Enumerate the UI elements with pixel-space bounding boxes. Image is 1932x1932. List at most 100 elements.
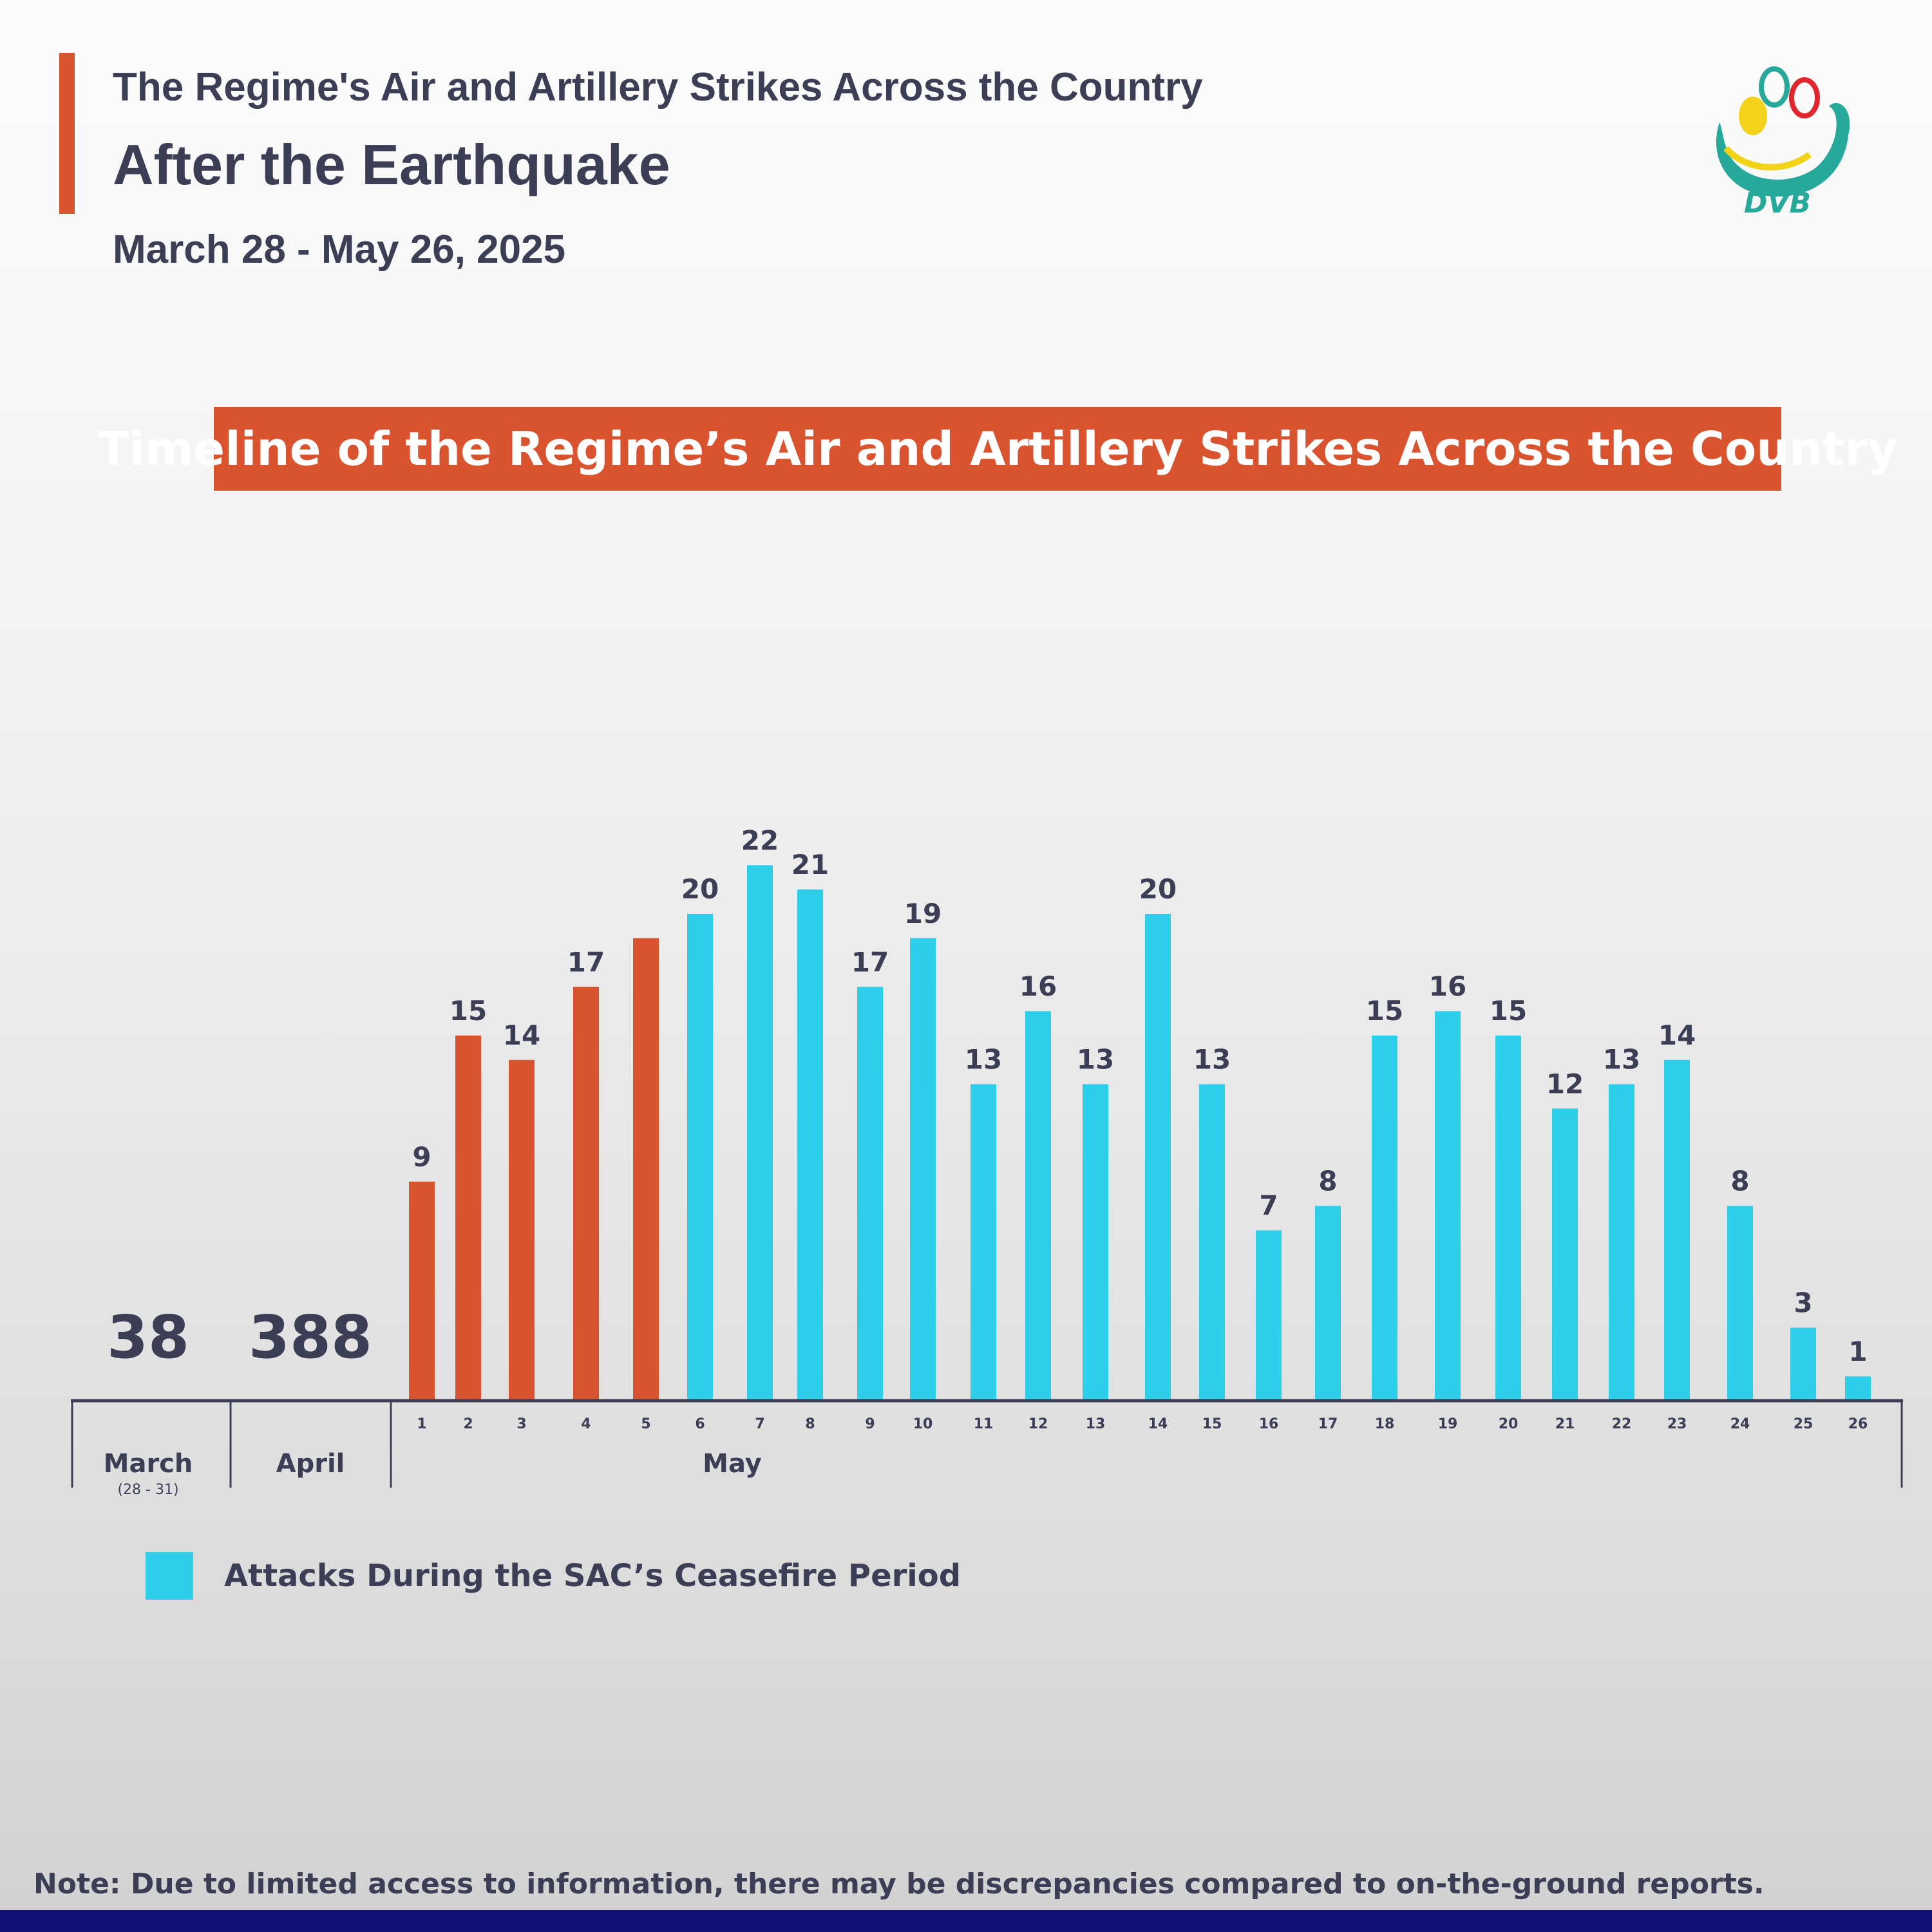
tick-label-may-14: 14	[1148, 1416, 1168, 1432]
tick-label-may-3: 3	[516, 1416, 526, 1432]
tick-label-may-24: 24	[1730, 1416, 1750, 1432]
tick-label-may-19: 19	[1438, 1416, 1458, 1432]
value-label-may-9: 17	[851, 946, 889, 978]
value-label-may-7: 22	[741, 824, 779, 856]
bar-may-3	[509, 1059, 535, 1401]
logo-yellow-figure	[1739, 97, 1767, 135]
bar-may-18	[1372, 1036, 1397, 1401]
tick-label-may-16: 16	[1259, 1416, 1279, 1432]
value-label-may-21: 12	[1546, 1068, 1584, 1099]
period-sublabel-march: (28 - 31)	[117, 1482, 178, 1498]
tick-label-may-1: 1	[417, 1416, 426, 1432]
tick-label-may-11: 11	[974, 1416, 994, 1432]
bar-may-25	[1790, 1327, 1816, 1401]
legend: Attacks During the SAC’s Ceasefire Perio…	[146, 1552, 961, 1600]
bar-may-14	[1145, 914, 1171, 1401]
tick-label-may-17: 17	[1318, 1416, 1338, 1432]
bar-may-1	[409, 1181, 435, 1401]
period-label-may: May	[703, 1449, 762, 1479]
value-label-may-3: 14	[503, 1019, 540, 1051]
logo-swoosh	[1716, 103, 1850, 197]
legend-label-ceasefire: Attacks During the SAC’s Ceasefire Perio…	[224, 1558, 961, 1594]
tick-label-may-6: 6	[695, 1416, 705, 1432]
dvb-logo: DVB	[1716, 66, 1850, 219]
logo-text: DVB	[1744, 187, 1811, 219]
bar-may-13	[1083, 1084, 1108, 1401]
tick-label-may-12: 12	[1028, 1416, 1048, 1432]
value-label-may-1: 9	[412, 1141, 431, 1173]
bar-may-4	[573, 987, 599, 1401]
tick-label-may-5: 5	[641, 1416, 650, 1432]
value-label-may-2: 15	[450, 995, 487, 1027]
bar-may-11	[971, 1084, 996, 1401]
tick-label-may-7: 7	[755, 1416, 764, 1432]
value-label-may-11: 13	[965, 1044, 1002, 1075]
value-label-may-17: 8	[1318, 1166, 1337, 1197]
tick-label-may-10: 10	[913, 1416, 933, 1432]
tick-label-may-13: 13	[1086, 1416, 1106, 1432]
tick-label-may-22: 22	[1612, 1416, 1632, 1432]
total-value-april: 388	[249, 1303, 372, 1372]
value-label-may-24: 8	[1730, 1166, 1749, 1197]
period-label-april: April	[276, 1449, 345, 1479]
bar-may-17	[1315, 1206, 1341, 1401]
value-label-may-23: 14	[1658, 1019, 1696, 1051]
value-label-may-15: 13	[1193, 1044, 1231, 1075]
bar-may-16	[1256, 1230, 1282, 1401]
bar-may-6	[687, 914, 713, 1401]
value-label-may-13: 13	[1077, 1044, 1114, 1075]
legend-swatch-ceasefire	[146, 1552, 193, 1600]
bar-may-8	[797, 889, 823, 1401]
bar-may-10	[910, 938, 936, 1401]
value-label-may-8: 21	[791, 849, 829, 880]
value-label-may-18: 15	[1366, 995, 1403, 1027]
period-label-march: March	[104, 1449, 193, 1479]
bar-may-24	[1727, 1206, 1753, 1401]
tick-label-may-26: 26	[1848, 1416, 1868, 1432]
bar-may-15	[1199, 1084, 1225, 1401]
bar-may-22	[1609, 1084, 1634, 1401]
tick-label-may-2: 2	[463, 1416, 473, 1432]
tick-label-may-25: 25	[1794, 1416, 1814, 1432]
tick-label-may-15: 15	[1202, 1416, 1222, 1432]
header-accent-bar	[59, 53, 75, 214]
bar-may-21	[1552, 1108, 1578, 1401]
bar-may-7	[747, 865, 773, 1401]
value-label-may-16: 7	[1259, 1189, 1278, 1221]
header-title-line1: The Regime's Air and Artillery Strikes A…	[113, 65, 1203, 109]
logo-yellow-stroke	[1723, 146, 1812, 171]
tick-label-may-23: 23	[1667, 1416, 1687, 1432]
tick-label-may-8: 8	[805, 1416, 815, 1432]
bar-may-5	[633, 938, 659, 1401]
value-label-may-26: 1	[1848, 1336, 1867, 1367]
header-date-range: March 28 - May 26, 2025	[113, 227, 566, 272]
logo-red-figure	[1789, 77, 1820, 118]
tick-label-may-21: 21	[1555, 1416, 1575, 1432]
bar-may-9	[857, 987, 883, 1401]
value-label-may-22: 13	[1603, 1044, 1640, 1075]
bar-may-19	[1435, 1011, 1461, 1401]
footnote: Note: Due to limited access to informati…	[33, 1868, 1765, 1900]
header-title-line2: After the Earthquake	[113, 133, 670, 196]
value-label-may-10: 19	[904, 898, 942, 929]
tick-label-may-4: 4	[581, 1416, 591, 1432]
tick-label-may-18: 18	[1375, 1416, 1395, 1432]
value-label-may-19: 16	[1429, 971, 1466, 1002]
bar-may-20	[1495, 1036, 1521, 1401]
value-label-may-20: 15	[1490, 995, 1527, 1027]
tick-label-may-20: 20	[1499, 1416, 1519, 1432]
chart-title: Timeline of the Regime’s Air and Artille…	[97, 422, 1898, 476]
bar-may-26	[1845, 1376, 1871, 1401]
bar-may-12	[1025, 1011, 1051, 1401]
value-label-may-14: 20	[1139, 873, 1177, 905]
value-label-may-12: 16	[1019, 971, 1057, 1002]
value-label-may-4: 17	[567, 946, 605, 978]
value-label-may-6: 20	[681, 873, 719, 905]
bar-may-2	[455, 1036, 481, 1401]
tick-label-may-9: 9	[865, 1416, 875, 1432]
value-label-may-25: 3	[1794, 1287, 1812, 1319]
footer-bar	[0, 1910, 1932, 1932]
bar-may-23	[1664, 1059, 1690, 1401]
chart-title-banner: Timeline of the Regime’s Air and Artille…	[97, 407, 1898, 491]
